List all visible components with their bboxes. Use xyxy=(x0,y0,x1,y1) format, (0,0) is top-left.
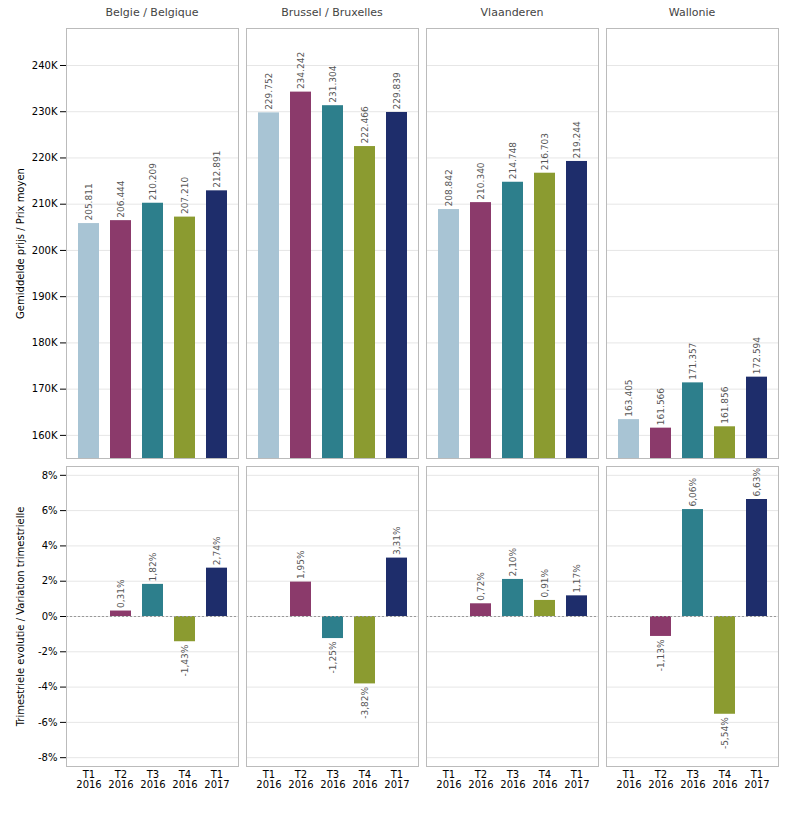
svg-text:T12017: T12017 xyxy=(564,769,589,790)
svg-text:161.566: 161.566 xyxy=(656,388,666,425)
svg-text:6,06%: 6,06% xyxy=(688,478,698,507)
svg-text:4%: 4% xyxy=(42,540,58,551)
svg-text:163.405: 163.405 xyxy=(624,379,634,416)
html-text:Wallonie: Wallonie xyxy=(668,6,716,19)
svg-text:231.304: 231.304 xyxy=(328,65,338,102)
svg-text:6,63%: 6,63% xyxy=(752,467,762,496)
svg-text:-4%: -4% xyxy=(38,681,57,692)
svg-text:216.703: 216.703 xyxy=(540,133,550,170)
svg-text:Gemiddelde prijs / Prix moyen: Gemiddelde prijs / Prix moyen xyxy=(15,168,26,319)
svg-text:-1,13%: -1,13% xyxy=(656,639,666,671)
svg-text:2%: 2% xyxy=(42,575,58,586)
svg-text:-1,25%: -1,25% xyxy=(328,641,338,673)
svg-text:0,31%: 0,31% xyxy=(116,579,126,608)
svg-text:210.340: 210.340 xyxy=(476,162,486,199)
svg-text:T32016: T32016 xyxy=(140,769,165,790)
svg-text:-8%: -8% xyxy=(38,752,57,763)
svg-text:212.891: 212.891 xyxy=(212,151,222,188)
svg-text:210K: 210K xyxy=(32,198,58,209)
svg-text:T42016: T42016 xyxy=(532,769,557,790)
svg-text:190K: 190K xyxy=(32,291,58,302)
svg-text:3,31%: 3,31% xyxy=(392,526,402,555)
svg-text:-2%: -2% xyxy=(38,646,57,657)
svg-text:T12016: T12016 xyxy=(76,769,101,790)
svg-text:170K: 170K xyxy=(32,383,58,394)
svg-text:160K: 160K xyxy=(32,430,58,441)
svg-text:-6%: -6% xyxy=(38,717,57,728)
svg-text:171.357: 171.357 xyxy=(688,343,698,380)
svg-text:T32016: T32016 xyxy=(320,769,345,790)
svg-text:T42016: T42016 xyxy=(352,769,377,790)
svg-text:229.752: 229.752 xyxy=(264,73,274,110)
svg-text:1,82%: 1,82% xyxy=(148,552,158,581)
svg-text:206.444: 206.444 xyxy=(116,180,126,217)
svg-text:T12017: T12017 xyxy=(384,769,409,790)
svg-text:-3,82%: -3,82% xyxy=(360,686,370,718)
svg-text:222.466: 222.466 xyxy=(360,106,370,143)
html-text:Vlaanderen: Vlaanderen xyxy=(480,6,544,19)
svg-text:T22016: T22016 xyxy=(288,769,313,790)
svg-text:T42016: T42016 xyxy=(172,769,197,790)
svg-text:210.209: 210.209 xyxy=(148,163,158,200)
svg-text:T12017: T12017 xyxy=(744,769,769,790)
svg-text:200K: 200K xyxy=(32,245,58,256)
svg-text:Trimestriele evolutie / Variat: Trimestriele evolutie / Variation trimes… xyxy=(15,507,26,728)
svg-text:229.839: 229.839 xyxy=(392,72,402,109)
svg-text:214.748: 214.748 xyxy=(508,142,518,179)
svg-text:T12016: T12016 xyxy=(256,769,281,790)
svg-text:T12016: T12016 xyxy=(436,769,461,790)
svg-text:230K: 230K xyxy=(32,106,58,117)
svg-text:T32016: T32016 xyxy=(500,769,525,790)
svg-text:207.210: 207.210 xyxy=(180,177,190,214)
svg-text:T12016: T12016 xyxy=(616,769,641,790)
svg-text:6%: 6% xyxy=(42,505,58,516)
svg-text:T32016: T32016 xyxy=(680,769,705,790)
svg-text:T12017: T12017 xyxy=(204,769,229,790)
svg-text:1,95%: 1,95% xyxy=(296,550,306,579)
svg-text:240K: 240K xyxy=(32,60,58,71)
svg-text:2,10%: 2,10% xyxy=(508,547,518,576)
svg-text:172.594: 172.594 xyxy=(752,337,762,374)
svg-text:0%: 0% xyxy=(42,611,58,622)
svg-text:0,91%: 0,91% xyxy=(540,568,550,597)
svg-text:208.842: 208.842 xyxy=(444,169,454,206)
svg-text:1,17%: 1,17% xyxy=(572,564,582,593)
svg-text:180K: 180K xyxy=(32,337,58,348)
svg-text:-5,54%: -5,54% xyxy=(720,717,730,749)
svg-text:T22016: T22016 xyxy=(468,769,493,790)
svg-text:T22016: T22016 xyxy=(108,769,133,790)
svg-text:-1,43%: -1,43% xyxy=(180,644,190,676)
html-text:Brussel / Bruxelles: Brussel / Bruxelles xyxy=(281,6,383,19)
svg-text:205.811: 205.811 xyxy=(84,183,94,220)
svg-text:220K: 220K xyxy=(32,152,58,163)
svg-text:219.244: 219.244 xyxy=(572,121,582,158)
svg-text:161.856: 161.856 xyxy=(720,386,730,423)
svg-text:2,74%: 2,74% xyxy=(212,536,222,565)
svg-text:T42016: T42016 xyxy=(712,769,737,790)
svg-text:0,72%: 0,72% xyxy=(476,572,486,601)
html-text:Belgie / Belgique: Belgie / Belgique xyxy=(105,6,199,19)
svg-text:T22016: T22016 xyxy=(648,769,673,790)
svg-text:234.242: 234.242 xyxy=(296,52,306,89)
svg-text:8%: 8% xyxy=(42,470,58,481)
